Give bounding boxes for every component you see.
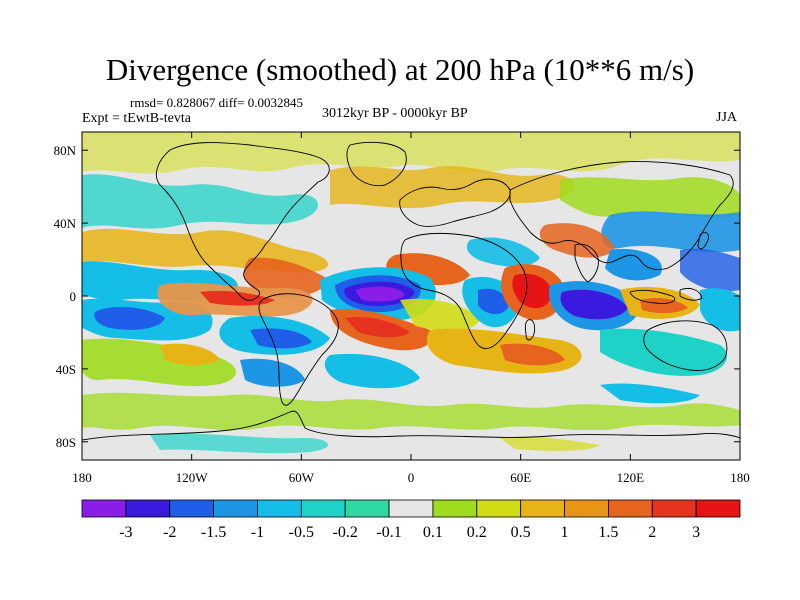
colorbar: -3 -2 -1.5 -1 -0.5 -0.2 -0.1 0.1 0.2 0.5 1 1.5 2 3 — [81, 499, 741, 541]
region-central-africa-negative-core — [478, 288, 509, 315]
colorbar-swatch — [432, 499, 478, 518]
region-north-asia-negative — [601, 211, 740, 253]
coastline-asia — [509, 161, 734, 271]
experiment-label: Expt = tEwtB-tevta — [82, 111, 191, 126]
colorbar-level-label: -3 — [119, 524, 132, 541]
colorbar-swatch — [81, 499, 127, 518]
colorbar-level-label: -0.5 — [289, 524, 314, 541]
x-tick-label: 120E — [617, 470, 645, 485]
y-tick-label: 0 — [70, 289, 77, 304]
x-tick-label: 180 — [72, 470, 92, 485]
colorbar-level-label: -0.1 — [376, 524, 401, 541]
colorbar-swatch — [125, 499, 171, 518]
x-tick-label: 120W — [176, 470, 209, 485]
coastline-europe — [399, 178, 511, 227]
colorbar-swatch — [169, 499, 215, 518]
x-tick-label: 180 — [730, 470, 750, 485]
coastline-africa — [400, 232, 528, 349]
contour-fill-layer — [82, 132, 740, 460]
colorbar-swatch — [300, 499, 346, 518]
colorbar-level-label: 0.2 — [467, 524, 487, 541]
region-europe-positive — [330, 166, 575, 209]
stats-label: rmsd= 0.828067 diff= 0.0032845 — [130, 95, 303, 110]
region-arctic-weak-positive — [82, 132, 740, 174]
colorbar-level-label: -1 — [251, 524, 264, 541]
colorbar-swatch — [257, 499, 302, 518]
region-south-asia-negative — [605, 248, 662, 281]
colorbar-level-label: 3 — [692, 524, 700, 541]
colorbar-level-label: 0.5 — [511, 524, 531, 541]
colorbar-swatch — [520, 499, 565, 518]
y-tick-label: 40N — [54, 216, 77, 231]
region-east-africa-positive-core — [512, 273, 552, 309]
coastline-north-america — [156, 142, 330, 301]
axes-layer: 180 120W 60W 0 60E 120E 180 80N 40N 0 40S 80S — [54, 132, 750, 485]
region-south-atlantic-positive-core — [345, 316, 410, 338]
colorbar-swatch — [388, 499, 434, 518]
region-west-pacific-negative — [680, 248, 740, 292]
x-tick-label: 60E — [510, 470, 531, 485]
region-central-america-positive — [243, 257, 330, 298]
region-south-of-australia-negative — [600, 383, 700, 404]
colorbar-level-label: 0.1 — [423, 524, 443, 541]
region-southern-ocean-weak-positive — [82, 392, 740, 431]
x-tick-label: 60W — [289, 470, 315, 485]
region-central-pacific-negative-core — [94, 306, 165, 330]
y-tick-label: 80S — [56, 435, 76, 450]
region-maritime-continent-positive-core — [640, 297, 688, 314]
coastlines — [82, 141, 740, 441]
colorbar-level-label: 1.5 — [598, 524, 618, 541]
region-gulf-of-guinea-weak-positive — [400, 298, 480, 331]
colorbar-swatch — [695, 499, 741, 518]
chart-title: Divergence (smoothed) at 200 hPa (10**6 … — [105, 52, 695, 87]
y-tick-label: 40S — [56, 362, 76, 377]
region-south-atlantic-negative — [324, 353, 420, 389]
coastline-india — [574, 243, 599, 283]
coastline-greenland — [346, 141, 407, 187]
colorbar-level-label: -0.2 — [333, 524, 358, 541]
region-indian-ocean-negative-core — [560, 289, 628, 320]
region-south-indian-positive-core — [500, 343, 565, 366]
colorbar-swatch — [564, 499, 609, 518]
region-asia-weak-positive — [560, 177, 740, 218]
colorbar-swatch — [213, 499, 258, 518]
colorbar-swatch — [476, 499, 522, 518]
region-east-pacific-positive-core — [200, 290, 275, 306]
coastline-indonesia — [629, 289, 676, 304]
region-north-africa-negative — [466, 237, 540, 267]
region-west-pacific-tropical-negative — [700, 288, 740, 332]
region-south-pacific-positive — [160, 343, 220, 366]
season-label: JJA — [716, 110, 738, 125]
region-australia-negative — [600, 328, 728, 376]
colorbar-swatch — [651, 499, 697, 518]
coastline-south-america — [258, 293, 339, 406]
region-south-pacific-weak-positive — [82, 338, 237, 387]
coastline-new-guinea-west — [679, 287, 703, 301]
region-north-pacific-negative — [82, 174, 319, 229]
region-antarctic-positive-patch — [500, 436, 600, 451]
coastline-australia — [643, 320, 728, 371]
colorbar-level-label: 2 — [648, 524, 656, 541]
colorbar-level-label: -2 — [163, 524, 176, 541]
colorbar-level-label: -1.5 — [201, 524, 226, 541]
coastline-japan — [697, 231, 709, 250]
region-antarctic-negative-patch — [150, 433, 329, 454]
colorbar-level-label: 1 — [561, 524, 569, 541]
region-atlantic-negative-core — [355, 286, 405, 302]
period-label: 3012kyr BP - 0000kyr BP — [322, 106, 468, 121]
coastline-madagascar — [524, 319, 536, 341]
colorbar-swatch — [344, 499, 390, 518]
region-south-east-pacific-negative-core — [250, 328, 312, 349]
region-south-america-coast-negative — [240, 358, 305, 387]
coastline-antarctica — [82, 410, 740, 441]
y-tick-label: 80N — [54, 143, 77, 158]
x-tick-label: 0 — [408, 470, 415, 485]
colorbar-swatch — [608, 499, 653, 518]
region-arabia-positive — [539, 223, 615, 258]
